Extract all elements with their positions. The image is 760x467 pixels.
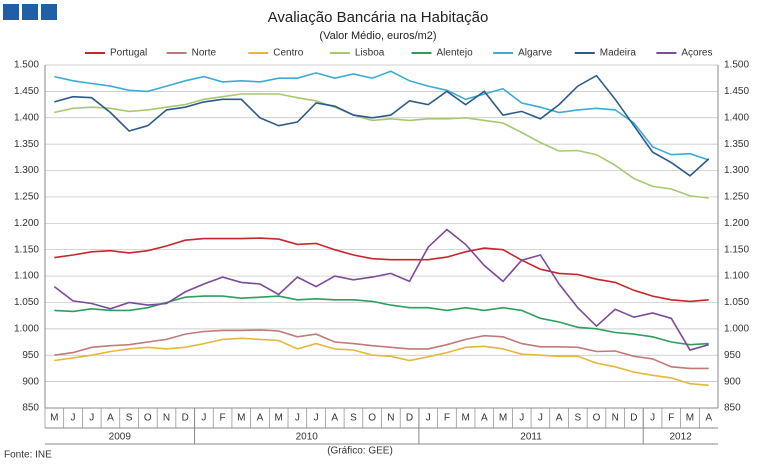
chart-subtitle: (Valor Médio, euros/m2): [319, 30, 436, 42]
year-label: 2010: [296, 432, 319, 443]
x-tick-label: A: [481, 413, 488, 424]
series-line: [54, 74, 710, 177]
logo-block: [22, 4, 38, 20]
legend-label: Madeira: [600, 48, 637, 59]
x-tick-label: N: [163, 413, 170, 424]
y-tick-label: 1.050: [14, 297, 39, 308]
y2-tick-label: 1.250: [724, 192, 749, 203]
series-line: [53, 228, 709, 351]
x-tick-label: J: [89, 413, 94, 424]
x-tick-label: M: [275, 413, 283, 424]
x-tick-label: F: [668, 413, 674, 424]
y-tick-label: 1.000: [14, 323, 39, 334]
source: Fonte: INE: [4, 450, 52, 461]
y-tick-label: 850: [22, 403, 39, 414]
logo-block: [3, 4, 19, 20]
x-tick-label: J: [538, 413, 543, 424]
x-tick-label: M: [499, 413, 507, 424]
y-tick-label: 1.100: [14, 271, 39, 282]
x-tick-label: O: [593, 413, 601, 424]
legend-label: Alentejo: [437, 48, 474, 59]
x-tick-label: A: [556, 413, 563, 424]
chart-title: Avaliação Bancária na Habitação: [268, 9, 489, 26]
x-tick-label: J: [314, 413, 319, 424]
x-tick-label: N: [612, 413, 619, 424]
year-label: 2009: [109, 432, 132, 443]
legend-label: Centro: [273, 48, 303, 59]
x-tick-label: O: [368, 413, 376, 424]
y-tick-label: 1.350: [14, 139, 39, 150]
y2-tick-label: 1.500: [724, 60, 749, 71]
x-tick-label: A: [331, 413, 338, 424]
logo-block: [41, 4, 57, 20]
x-tick-label: S: [126, 413, 133, 424]
x-tick-label: J: [650, 413, 655, 424]
legend-label: Lisboa: [355, 48, 385, 59]
series-line: [54, 237, 709, 303]
x-tick-label: J: [426, 413, 431, 424]
x-tick-label: M: [686, 413, 694, 424]
x-tick-label: J: [519, 413, 524, 424]
year-label: 2011: [520, 432, 542, 443]
y-tick-label: 1.500: [14, 60, 39, 71]
y-tick-label: 1.400: [14, 112, 39, 123]
x-tick-label: D: [630, 413, 637, 424]
legend-label: Portugal: [110, 48, 147, 59]
y2-tick-label: 1.200: [724, 218, 749, 229]
y-tick-label: 950: [22, 350, 39, 361]
legend-label: Algarve: [518, 48, 552, 59]
x-tick-label: D: [406, 413, 413, 424]
y-tick-label: 1.250: [14, 192, 39, 203]
y-tick-label: 1.200: [14, 218, 39, 229]
series-line: [54, 337, 709, 387]
x-tick-label: J: [71, 413, 76, 424]
x-tick-label: J: [295, 413, 300, 424]
y2-tick-label: 1.000: [724, 323, 749, 334]
x-tick-label: A: [257, 413, 264, 424]
x-tick-label: D: [182, 413, 189, 424]
series-line: [54, 93, 709, 199]
y2-tick-label: 850: [724, 403, 741, 414]
y2-tick-label: 1.300: [724, 165, 749, 176]
credit: (Gráfico: GEE): [327, 446, 393, 457]
y-tick-label: 1.300: [14, 165, 39, 176]
y2-tick-label: 1.100: [724, 271, 749, 282]
series-line: [54, 329, 709, 370]
y2-tick-label: 1.150: [724, 244, 749, 255]
y2-tick-label: 900: [724, 376, 741, 387]
y2-tick-label: 1.450: [724, 86, 749, 97]
x-tick-label: F: [220, 413, 226, 424]
y-tick-label: 1.450: [14, 86, 39, 97]
legend-label: Açores: [681, 48, 712, 59]
x-tick-label: M: [50, 413, 58, 424]
y-tick-label: 900: [22, 376, 39, 387]
x-tick-label: N: [387, 413, 394, 424]
series-line: [54, 295, 709, 346]
x-tick-label: S: [350, 413, 357, 424]
y2-tick-label: 950: [724, 350, 741, 361]
x-tick-label: O: [144, 413, 152, 424]
x-tick-label: J: [201, 413, 206, 424]
y2-tick-label: 1.400: [724, 112, 749, 123]
x-tick-label: F: [444, 413, 450, 424]
x-tick-label: M: [237, 413, 245, 424]
x-tick-label: S: [574, 413, 581, 424]
x-tick-label: M: [461, 413, 469, 424]
y-tick-label: 1.150: [14, 244, 39, 255]
x-tick-label: A: [107, 413, 114, 424]
x-tick-label: A: [705, 413, 712, 424]
y2-tick-label: 1.350: [724, 139, 749, 150]
series-line: [54, 70, 709, 161]
y2-tick-label: 1.050: [724, 297, 749, 308]
legend-label: Norte: [192, 48, 217, 59]
year-label: 2012: [669, 432, 692, 443]
